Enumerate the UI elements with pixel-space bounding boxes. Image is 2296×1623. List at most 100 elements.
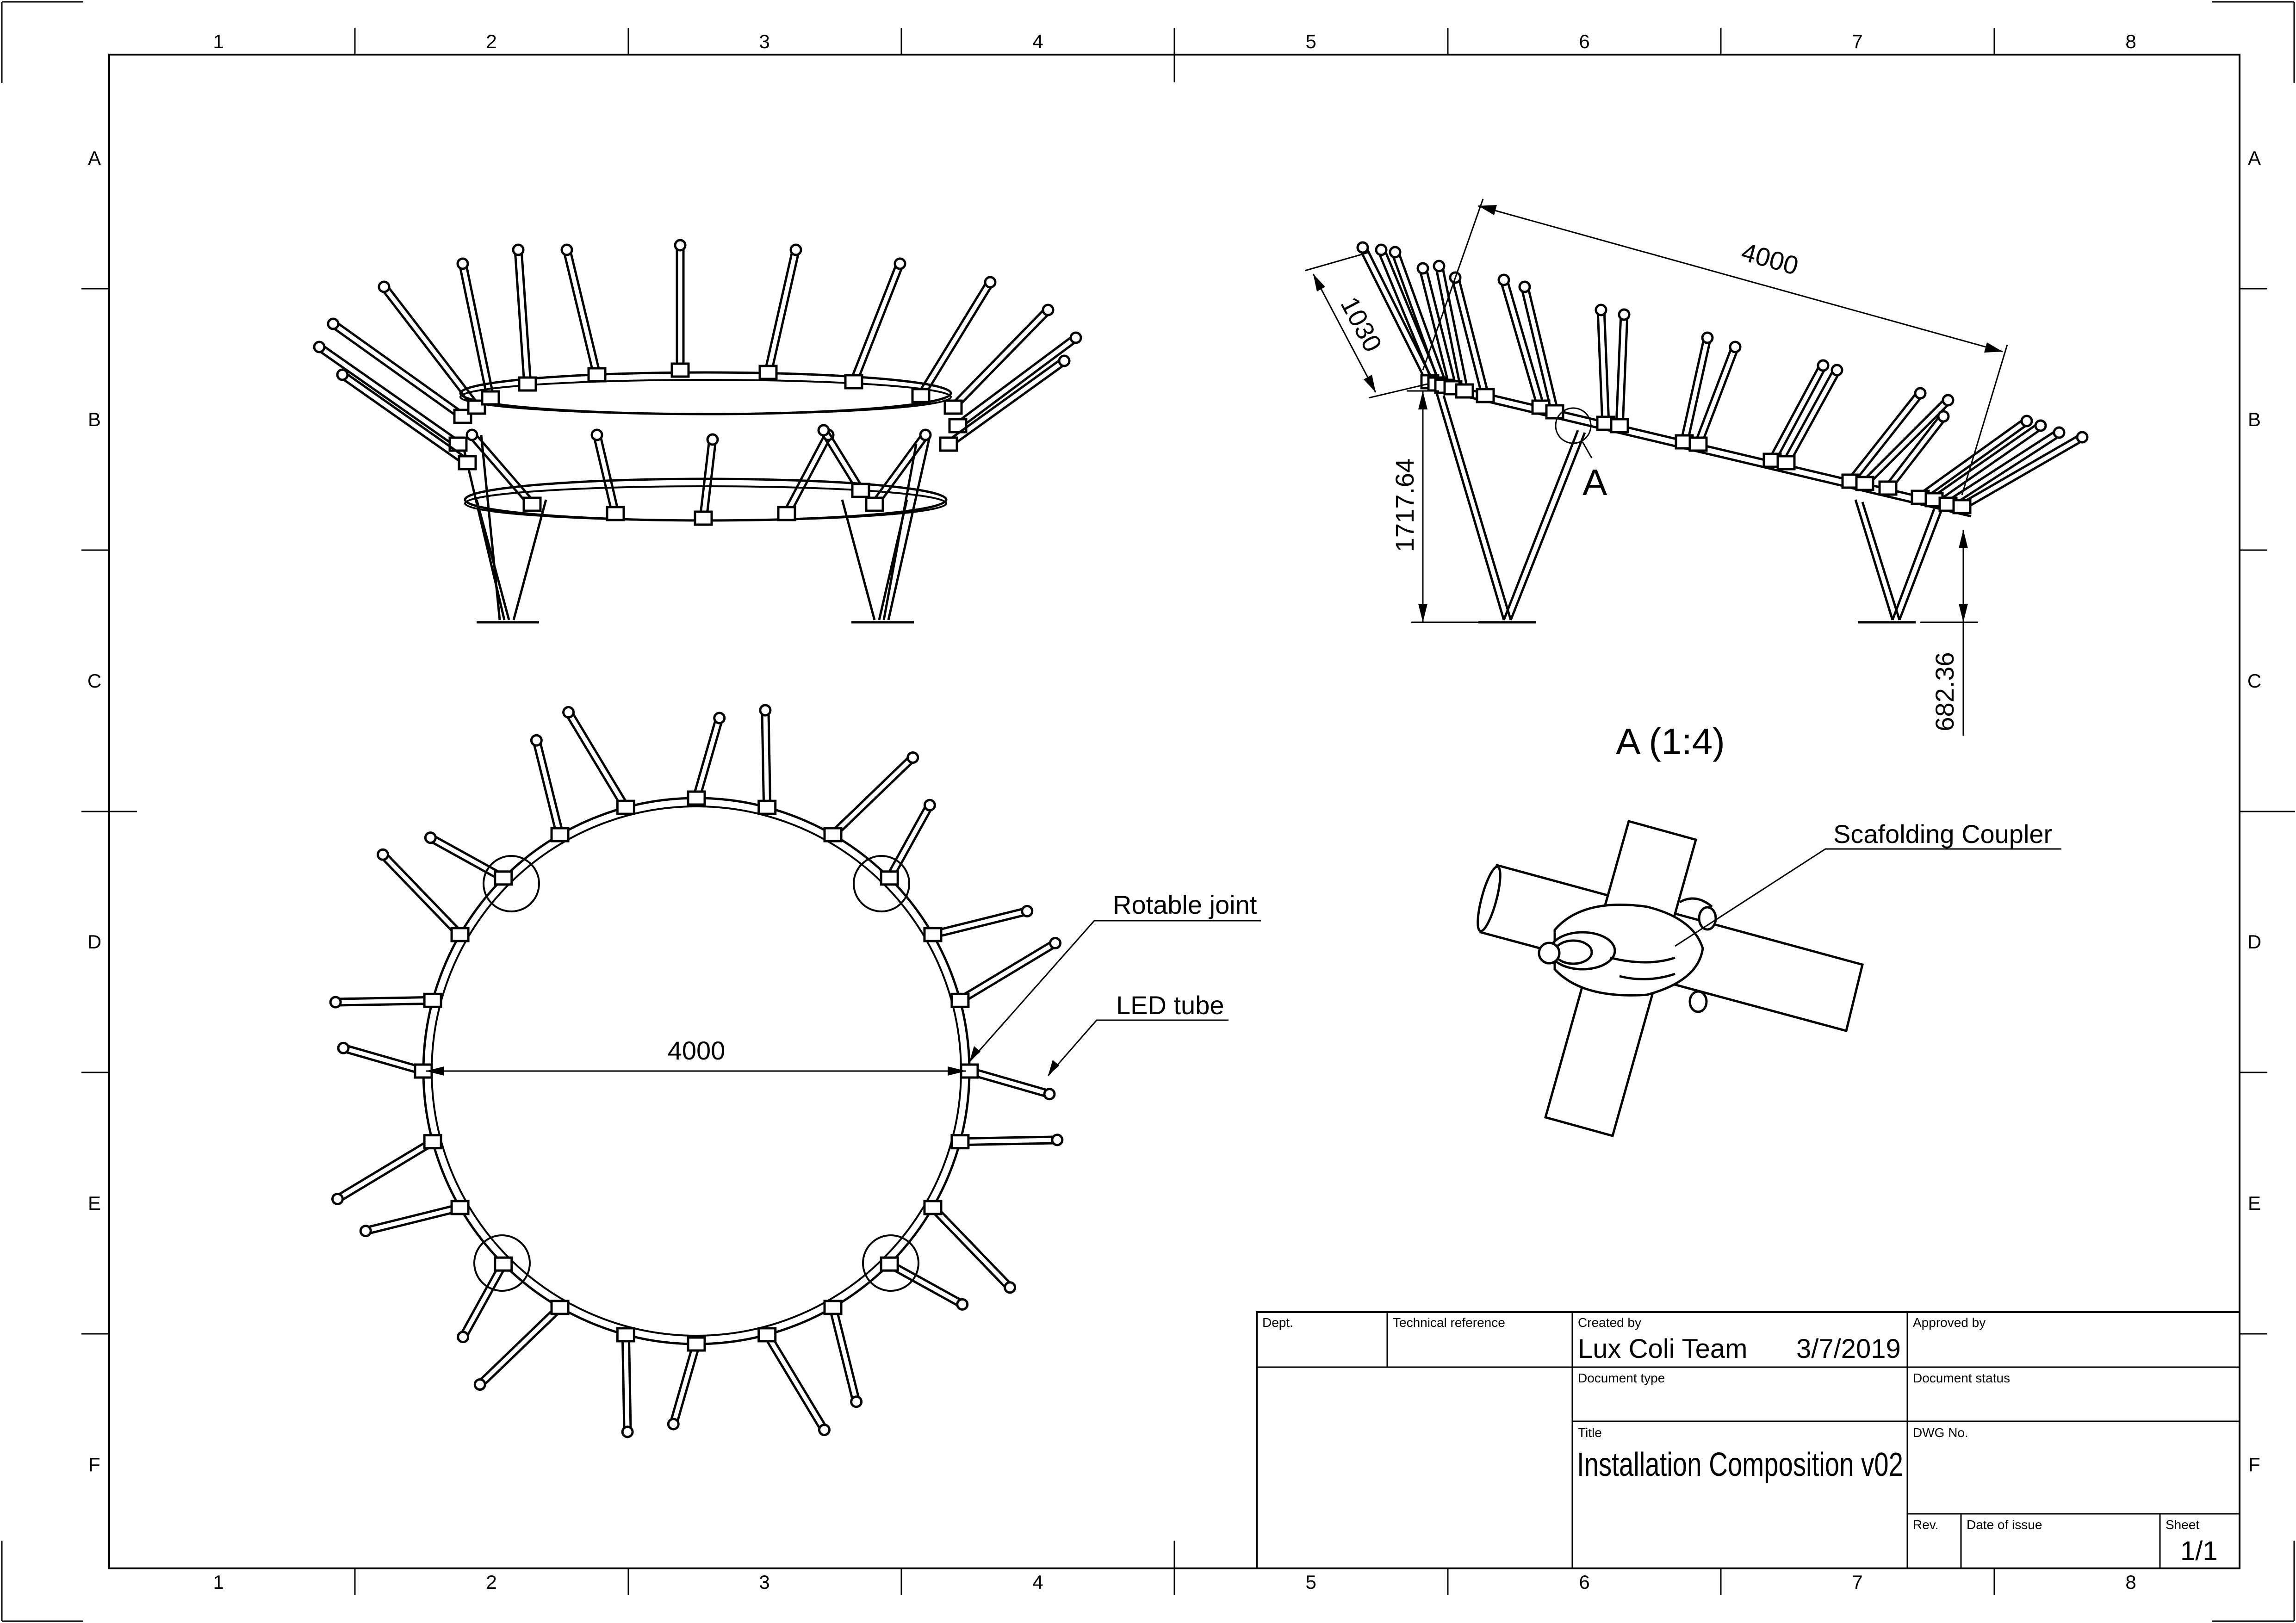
led-tube [1688,341,1742,452]
col-label: 8 [2125,1571,2136,1593]
detail-view: A (1:4) Scafolding Coupler [1477,721,2061,1138]
col-label: 6 [1579,1571,1589,1593]
title-label: Title [1578,1425,1602,1440]
row-label: C [87,670,101,692]
dim-text-height-left: 1717.64 [1390,458,1419,552]
led-tube [456,257,500,406]
tech-ref-label: Technical reference [1393,1315,1505,1330]
col-label: 6 [1579,31,1589,52]
created-by-value: Lux Coli Team [1578,1334,1747,1364]
led-tube [844,257,906,390]
led-tube [560,243,607,383]
callout-scafolding-coupler: Scafolding Coupler [1675,819,2061,947]
led-tube [465,428,542,512]
col-label: 1 [213,1571,223,1593]
led-tube [950,1134,1064,1150]
sheet-label: Sheet [2166,1518,2199,1532]
led-tube [590,428,625,521]
led-tube [457,1256,513,1344]
callout-rotable-joint: Rotable joint [968,890,1261,1062]
row-label: B [2248,409,2261,430]
col-label: 2 [486,31,496,52]
dimension-height-left: 1717.64 [1390,390,1481,623]
callout-led-tube: LED tube [1047,991,1229,1076]
led-tubes [329,704,1064,1438]
led-tube [911,276,997,403]
approved-by-label: Approved by [1913,1315,1986,1330]
led-tube [329,992,442,1009]
col-label: 1 [213,31,223,52]
led-tube [943,304,1055,415]
dwg-label: DWG No. [1913,1425,1968,1440]
led-tube [694,433,719,526]
rev-label: Rev. [1913,1518,1939,1532]
doc-status-label: Document status [1913,1371,2010,1385]
col-label: 5 [1305,31,1316,52]
drawing-title: Installation Composition v02 [1577,1446,1903,1483]
led-tube [823,1300,863,1408]
led-tube [865,428,932,512]
led-tube [687,712,726,806]
led-tube [923,1200,1017,1294]
created-date-value: 3/7/2019 [1796,1334,1901,1364]
doc-type-label: Document type [1578,1371,1665,1385]
col-label: 7 [1852,31,1862,52]
led-tube [530,734,570,842]
led-tube [939,354,1071,452]
support-base-circles [473,855,919,1292]
title-block: Dept. Technical reference Created by App… [1256,1311,2240,1569]
row-label: D [87,931,101,953]
led-tube [880,799,936,886]
col-label: 8 [2125,31,2136,52]
row-label: F [2248,1454,2260,1475]
led-tube [331,1134,442,1205]
led-tube [378,280,486,415]
led-tube [1610,308,1631,434]
led-tube [313,341,468,452]
col-label: 4 [1032,31,1043,52]
row-labels: A B C D E F A B C D E F [87,147,2261,1475]
led-tube [950,937,1062,1008]
led-tube [1952,431,2089,514]
dept-label: Dept. [1262,1315,1293,1330]
dim-text-diameter: 4000 [668,1036,726,1065]
date-issue-label: Date of issue [1967,1518,2042,1532]
side-view [313,239,1082,624]
upper-ring-inner [459,379,952,415]
support-legs [461,434,931,624]
led-tube [512,243,537,392]
col-label: 3 [759,1571,769,1593]
col-label: 4 [1032,1571,1043,1593]
led-tube [758,243,802,380]
row-label: D [2247,931,2261,953]
led-tube [817,424,870,498]
led-tube [757,1327,831,1437]
led-tube [1924,419,2047,508]
row-label: C [2247,670,2261,692]
sheet-value: 1/1 [2180,1536,2218,1566]
detail-title: A (1:4) [1616,721,1725,762]
front-view: 4000 1030 1717.64 682.36 A [1304,198,2089,736]
callout-text-coupler: Scafolding Coupler [1833,819,2052,849]
led-tubes [1356,241,2089,514]
column-labels: 1 2 3 4 5 6 7 8 1 2 3 4 5 6 7 8 [213,31,2136,1593]
led-tube [1416,262,1463,396]
led-tube [1878,410,1950,496]
led-tube [670,239,690,378]
led-tube [327,317,472,424]
scafolding-coupler-drawing [1477,819,1864,1138]
dim-text-height-right: 682.36 [1930,652,1959,731]
led-tube [667,1336,706,1431]
detail-marker-label: A [1582,462,1607,503]
row-label: F [88,1454,100,1475]
support-legs [1435,393,1942,624]
led-tube [823,751,919,842]
led-tube [562,706,635,815]
row-label: A [88,147,101,169]
led-tube [1449,271,1495,403]
led-tube [424,831,513,886]
col-label: 7 [1852,1571,1862,1593]
led-tube [1855,394,1955,491]
led-tube [376,848,470,942]
